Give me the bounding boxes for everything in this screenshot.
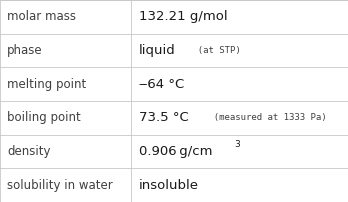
Text: (measured at 1333 Pa): (measured at 1333 Pa) bbox=[203, 113, 327, 122]
Text: ‒64 °C: ‒64 °C bbox=[139, 78, 184, 91]
Text: boiling point: boiling point bbox=[7, 111, 81, 124]
Text: melting point: melting point bbox=[7, 78, 86, 91]
Text: 3: 3 bbox=[234, 140, 240, 149]
Text: density: density bbox=[7, 145, 50, 158]
Text: phase: phase bbox=[7, 44, 42, 57]
Text: 132.21 g/mol: 132.21 g/mol bbox=[139, 10, 228, 23]
Text: insoluble: insoluble bbox=[139, 179, 199, 192]
Text: liquid: liquid bbox=[139, 44, 176, 57]
Text: (at STP): (at STP) bbox=[187, 46, 240, 55]
Text: 0.906 g/cm: 0.906 g/cm bbox=[139, 145, 213, 158]
Text: 73.5 °C: 73.5 °C bbox=[139, 111, 189, 124]
Text: solubility in water: solubility in water bbox=[7, 179, 113, 192]
Text: molar mass: molar mass bbox=[7, 10, 76, 23]
